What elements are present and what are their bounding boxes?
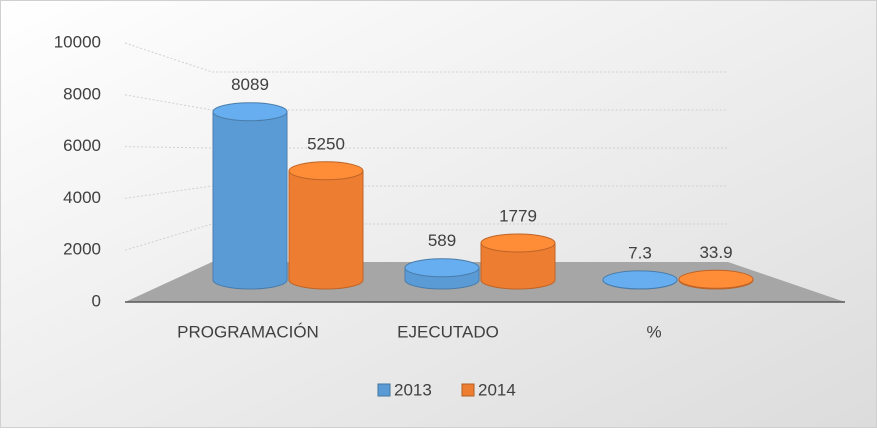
bar <box>212 111 288 290</box>
y-tick-label: 10000 <box>54 32 101 51</box>
bar-cap <box>404 258 480 278</box>
grid-line <box>124 94 728 111</box>
bar <box>480 242 556 290</box>
bar-cap <box>288 161 364 181</box>
y-tick-label: 4000 <box>63 188 101 207</box>
value-label: 1779 <box>499 206 537 225</box>
legend-label: 2013 <box>394 380 432 399</box>
legend-swatch <box>461 383 475 397</box>
x-tick-label: PROGRAMACIÓN <box>177 322 319 341</box>
value-label: 8089 <box>231 75 269 94</box>
bar <box>288 170 364 290</box>
value-label: 589 <box>428 231 456 250</box>
value-label: 7.3 <box>628 243 652 262</box>
y-tick-label: 6000 <box>63 136 101 155</box>
value-label: 5250 <box>307 134 345 153</box>
y-tick-label: 8000 <box>63 84 101 103</box>
legend-swatch <box>377 383 391 397</box>
y-tick-label: 2000 <box>63 240 101 259</box>
bar-cap <box>212 102 288 122</box>
legend-label: 2014 <box>478 380 516 399</box>
bar-cap <box>678 269 754 289</box>
x-tick-label: % <box>646 322 661 341</box>
grid-line <box>124 146 728 149</box>
bar-cap <box>480 233 556 253</box>
value-label: 33.9 <box>699 243 732 262</box>
grid-line <box>124 185 728 199</box>
bar-cap <box>602 270 678 290</box>
y-tick-label: 0 <box>92 291 101 310</box>
x-tick-label: EJECUTADO <box>397 322 499 341</box>
